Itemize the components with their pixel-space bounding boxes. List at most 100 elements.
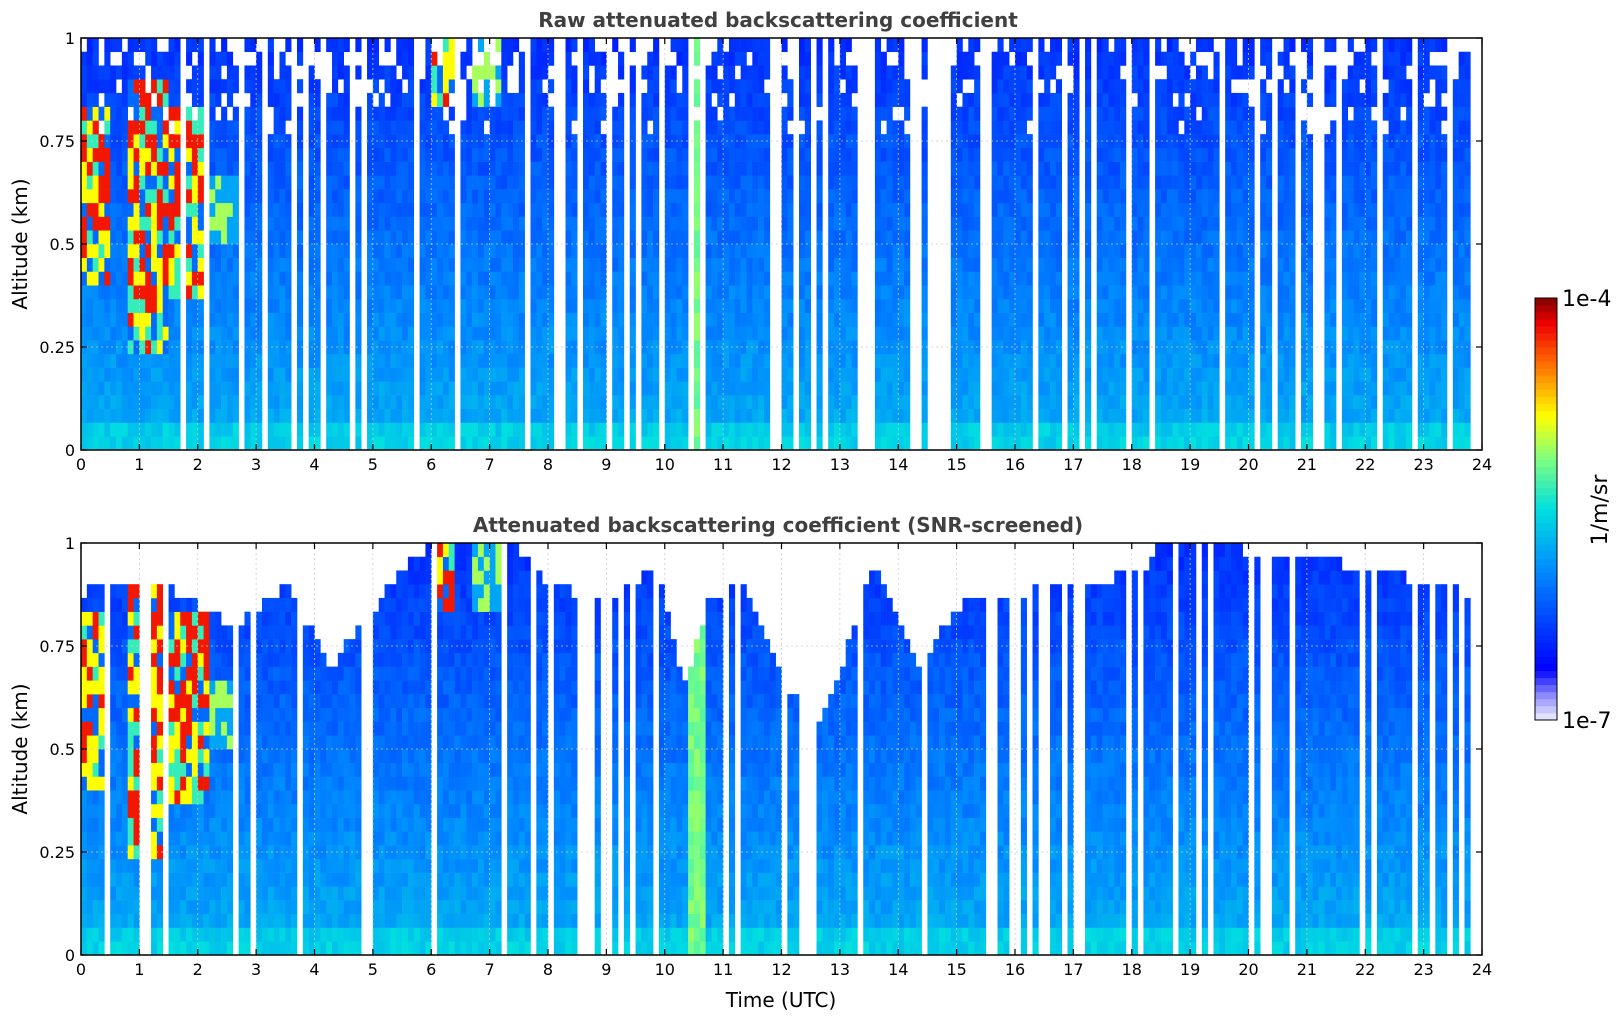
heatmap-cell xyxy=(693,422,701,437)
heatmap-cell xyxy=(728,161,736,176)
heatmap-cell xyxy=(974,381,981,396)
heatmap-cell xyxy=(442,51,450,66)
heatmap-cell xyxy=(600,244,607,259)
heatmap-cell xyxy=(530,65,537,80)
heatmap-cell xyxy=(647,175,654,190)
heatmap-cell xyxy=(1347,202,1354,217)
heatmap-cell xyxy=(758,244,765,259)
heatmap-cell xyxy=(355,147,362,162)
heatmap-cell xyxy=(682,326,689,341)
heatmap-cell xyxy=(723,175,730,190)
heatmap-cell xyxy=(1289,106,1296,121)
heatmap-cell xyxy=(565,298,572,313)
heatmap-cell xyxy=(1341,202,1349,217)
heatmap-cell xyxy=(542,436,549,451)
heatmap-cell xyxy=(343,106,350,121)
heatmap-cell xyxy=(1266,298,1273,313)
heatmap-cell xyxy=(664,202,671,217)
heatmap-cell xyxy=(1009,367,1016,382)
heatmap-cell xyxy=(448,271,455,286)
heatmap-cell xyxy=(746,230,753,245)
heatmap-cell xyxy=(1055,51,1062,66)
heatmap-cell xyxy=(127,38,134,53)
heatmap-cell xyxy=(1301,312,1308,327)
heatmap-cell xyxy=(1009,298,1016,313)
heatmap-cell xyxy=(904,353,911,368)
heatmap-cell xyxy=(1283,38,1290,53)
heatmap-cell xyxy=(588,408,595,423)
heatmap-cell xyxy=(472,298,479,313)
heatmap-cell xyxy=(629,353,636,368)
heatmap-cell xyxy=(1044,230,1051,245)
heatmap-cell xyxy=(565,161,572,176)
heatmap-cell xyxy=(892,285,899,300)
heatmap-cell xyxy=(670,38,677,53)
heatmap-cell xyxy=(326,312,333,327)
heatmap-cell xyxy=(1388,161,1395,176)
heatmap-cell xyxy=(1283,312,1290,327)
heatmap-cell xyxy=(419,106,426,121)
heatmap-cell xyxy=(1038,147,1045,162)
heatmap-cell xyxy=(1266,244,1273,259)
heatmap-cell xyxy=(828,285,835,300)
heatmap-cell xyxy=(156,106,164,121)
heatmap-cell xyxy=(991,175,998,190)
heatmap-cell xyxy=(116,395,123,410)
heatmap-cell xyxy=(886,120,893,135)
heatmap-cell xyxy=(1155,106,1162,121)
heatmap-cell xyxy=(1207,106,1214,121)
heatmap-cell xyxy=(594,312,601,327)
heatmap-cell xyxy=(530,147,537,162)
heatmap-cell xyxy=(168,216,175,231)
heatmap-cell xyxy=(378,161,385,176)
heatmap-cell xyxy=(892,216,899,231)
heatmap-cell xyxy=(477,202,485,217)
heatmap-cell xyxy=(145,257,152,272)
heatmap-cell xyxy=(501,312,508,327)
heatmap-cell xyxy=(799,381,806,396)
heatmap-cell xyxy=(1394,326,1401,341)
heatmap-cell xyxy=(962,353,969,368)
heatmap-cell xyxy=(215,271,222,286)
heatmap-cell xyxy=(1394,285,1401,300)
heatmap-cell xyxy=(1371,298,1378,313)
heatmap-cell xyxy=(296,161,304,176)
heatmap-cell xyxy=(956,367,963,382)
heatmap-cell xyxy=(834,106,841,121)
heatmap-cell xyxy=(1131,312,1138,327)
heatmap-cell xyxy=(717,257,724,272)
heatmap-cell xyxy=(571,381,578,396)
heatmap-cell xyxy=(1038,312,1045,327)
heatmap-cell xyxy=(530,381,537,396)
heatmap-cell xyxy=(886,189,893,204)
heatmap-cell xyxy=(728,120,736,135)
heatmap-cell xyxy=(1236,312,1243,327)
heatmap-cell xyxy=(1283,298,1290,313)
heatmap-cell xyxy=(530,38,537,53)
heatmap-cell xyxy=(1137,92,1144,107)
heatmap-cell xyxy=(104,285,111,300)
heatmap-cell xyxy=(816,120,823,135)
heatmap-cell xyxy=(851,216,858,231)
heatmap-cell xyxy=(1166,298,1173,313)
heatmap-cell xyxy=(1347,353,1354,368)
heatmap-cell xyxy=(723,408,730,423)
heatmap-cell xyxy=(693,395,701,410)
heatmap-cell xyxy=(512,202,520,217)
heatmap-cell xyxy=(343,381,350,396)
heatmap-cell xyxy=(355,134,362,149)
heatmap-cell xyxy=(834,408,841,423)
heatmap-cell xyxy=(186,285,193,300)
heatmap-cell xyxy=(116,161,123,176)
heatmap-cell xyxy=(693,92,701,107)
heatmap-cell xyxy=(1201,134,1208,149)
heatmap-cell xyxy=(86,65,93,80)
heatmap-cell xyxy=(1225,216,1232,231)
heatmap-cell xyxy=(116,408,123,423)
heatmap-cell xyxy=(758,202,765,217)
heatmap-cell xyxy=(285,106,292,121)
heatmap-cell xyxy=(1230,65,1238,80)
heatmap-cell xyxy=(191,395,199,410)
heatmap-cell xyxy=(162,175,169,190)
heatmap-cell xyxy=(845,79,852,94)
